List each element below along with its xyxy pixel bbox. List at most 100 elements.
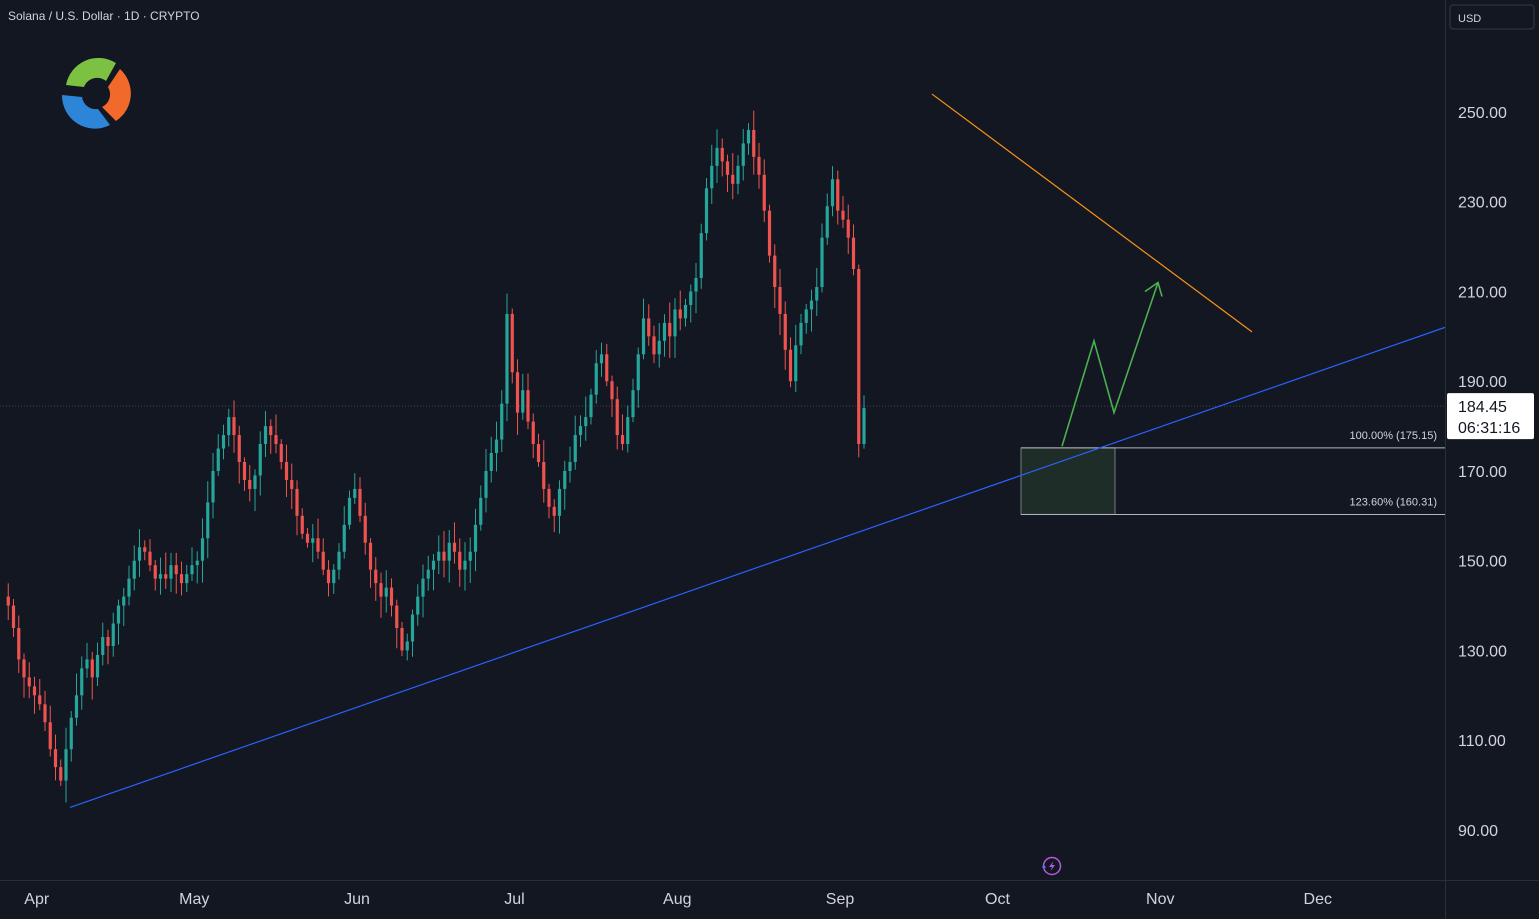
candle-body [841,210,845,220]
resistance-trendline[interactable] [931,93,1253,333]
candle-body [43,704,47,723]
candle-body [704,188,709,234]
candle-body [641,318,646,355]
candle-body [242,461,247,480]
candle-body [788,349,793,382]
price-tick-label: 250.00 [1458,105,1507,122]
currency-button[interactable]: USD [1449,4,1535,30]
candle-body [358,488,362,516]
candle-body [599,354,604,364]
candle-body [363,515,367,543]
candle-body [778,286,782,314]
candle-body [484,470,488,498]
candle-body [815,286,819,301]
candle-body [90,659,94,678]
candle-body [720,147,724,162]
candle-body [405,641,409,651]
fib-level-123-label: 123.60% (160.31) [1350,496,1437,508]
candle-body [699,233,703,279]
candle-body [694,278,698,292]
candle-body [158,574,163,579]
candle-body [38,695,42,705]
candle-body [190,565,194,575]
candle-body [179,574,184,584]
lightning-icon[interactable] [1042,856,1062,876]
candle-body [421,578,425,597]
fib-level-100-label: 100.00% (175.15) [1350,430,1437,442]
candle-body [657,340,661,355]
price-axis[interactable]: 250.00 230.00 210.00 190.00 170.00 150.00 130.… [1458,105,1507,840]
candle-body [216,448,220,471]
time-tick-label: Jul [504,891,524,908]
time-axis[interactable]: Apr May Jun Jul Aug Sep Oct Nov Dec [24,891,1332,908]
candle-body [505,313,509,404]
projection-path[interactable] [1061,282,1159,447]
candle-body [342,524,346,552]
candle-body [631,390,635,418]
candle-body [59,767,63,781]
candle-body [32,686,37,696]
time-tick-label: May [179,891,209,908]
price-tick-label: 130.00 [1458,643,1507,660]
candle-body [615,399,619,436]
candle-body [137,547,142,561]
candle-body [662,322,667,341]
candle-body [568,461,572,471]
price-tick-label: 190.00 [1458,374,1507,391]
candle-body [127,578,131,597]
currency-label: USD [1458,13,1481,25]
candle-body [164,574,168,579]
candle-body [374,569,378,584]
candle-body [269,426,273,436]
fib-extension-zone[interactable]: 100.00% (175.15) 123.60% (160.31) [1020,430,1445,515]
candle-body [253,475,257,489]
candle-body [106,636,110,646]
candle-body [326,569,331,584]
candle-body [221,435,226,449]
candle-body [279,444,283,462]
candle-body [725,161,730,175]
candle-body [116,605,121,624]
candle-body [689,291,693,305]
time-tick-label: Apr [24,891,50,908]
candle-body [426,569,430,579]
time-tick-label: Nov [1146,891,1174,908]
price-tick-label: 230.00 [1458,195,1507,212]
candle-body [232,417,236,436]
candle-body [122,596,126,606]
candle-body [620,435,625,445]
candle-body [531,421,535,445]
candle-body [22,659,26,678]
candle-body [594,363,598,395]
candle-body [295,488,299,516]
candle-body [174,565,178,575]
candle-body [542,461,546,489]
candle-body [237,435,241,462]
candle-body [305,533,310,543]
candle-body [195,560,199,566]
candle-body [767,210,772,256]
candle-body [48,722,52,750]
price-tick-label: 170.00 [1458,464,1507,481]
candle-body [578,426,583,436]
candle-body [300,515,304,534]
candle-body [515,372,520,413]
candle-body [400,628,404,651]
candlestick-series [6,110,866,803]
candle-body [248,479,252,489]
candle-body [64,749,68,781]
candle-body [757,156,761,175]
candle-body [647,318,651,337]
candle-body [510,313,514,373]
candle-countdown: 06:31:16 [1458,420,1520,437]
current-price-tag: 184.45 06:31:16 [1447,393,1534,440]
candle-body [463,560,467,570]
candle-body [762,174,766,211]
support-trendline[interactable] [69,326,1446,809]
fib-target-box [1020,447,1116,515]
candle-body [74,695,79,718]
chart-title: Solana / U.S. Dollar · 1D · CRYPTO [8,9,200,23]
candle-body [337,551,341,570]
candle-body [610,381,614,400]
